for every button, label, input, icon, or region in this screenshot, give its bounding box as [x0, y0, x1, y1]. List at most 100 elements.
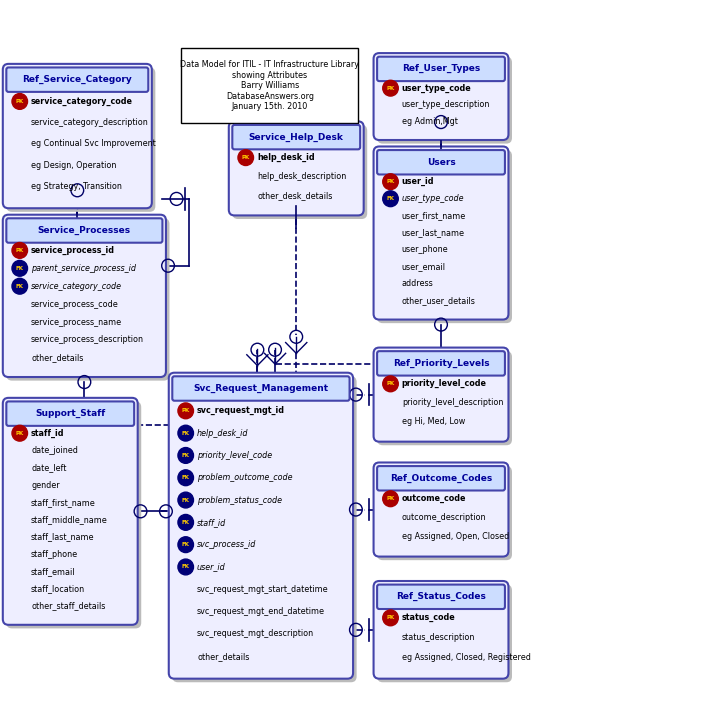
- Text: user_last_name: user_last_name: [402, 229, 465, 237]
- Text: status_code: status_code: [402, 614, 456, 622]
- FancyBboxPatch shape: [377, 351, 505, 376]
- Text: FK: FK: [182, 430, 190, 435]
- Text: Ref_Service_Category: Ref_Service_Category: [23, 75, 132, 84]
- Text: user_email: user_email: [402, 262, 446, 271]
- Circle shape: [178, 492, 194, 508]
- Text: status_description: status_description: [402, 633, 475, 642]
- Text: eg Hi, Med, Low: eg Hi, Med, Low: [402, 417, 465, 426]
- Text: PK: PK: [386, 615, 395, 620]
- Text: staff_email: staff_email: [31, 567, 76, 576]
- FancyBboxPatch shape: [377, 585, 512, 682]
- Text: svc_request_mgt_start_datetime: svc_request_mgt_start_datetime: [197, 585, 329, 594]
- Text: help_desk_id: help_desk_id: [257, 153, 315, 162]
- Text: Ref_Outcome_Codes: Ref_Outcome_Codes: [390, 474, 492, 483]
- Text: svc_process_id: svc_process_id: [197, 540, 257, 549]
- Text: help_desk_id: help_desk_id: [197, 429, 249, 438]
- FancyBboxPatch shape: [3, 64, 152, 208]
- Text: PK: PK: [16, 430, 24, 435]
- Text: eg Design, Operation: eg Design, Operation: [31, 161, 116, 169]
- Text: eg Assigned, Closed, Registered: eg Assigned, Closed, Registered: [402, 653, 531, 663]
- FancyBboxPatch shape: [6, 68, 155, 212]
- FancyBboxPatch shape: [377, 466, 505, 490]
- FancyBboxPatch shape: [3, 398, 138, 625]
- Text: service_category_code: service_category_code: [31, 97, 133, 106]
- Text: service_category_description: service_category_description: [31, 118, 149, 127]
- Text: outcome_code: outcome_code: [402, 494, 467, 503]
- FancyBboxPatch shape: [377, 150, 505, 174]
- Circle shape: [12, 425, 28, 441]
- Circle shape: [383, 174, 398, 190]
- Text: help_desk_description: help_desk_description: [257, 172, 346, 181]
- Text: Ref_Status_Codes: Ref_Status_Codes: [396, 592, 486, 601]
- Text: Svc_Request_Management: Svc_Request_Management: [194, 384, 328, 393]
- FancyBboxPatch shape: [6, 218, 169, 381]
- FancyBboxPatch shape: [172, 376, 350, 401]
- Text: user_type_code: user_type_code: [402, 84, 471, 93]
- Text: priority_level_description: priority_level_description: [402, 398, 503, 407]
- Text: service_process_id: service_process_id: [31, 246, 115, 255]
- Text: PK: PK: [386, 496, 395, 501]
- FancyBboxPatch shape: [6, 402, 134, 426]
- Circle shape: [178, 536, 194, 552]
- FancyBboxPatch shape: [3, 215, 166, 377]
- Text: staff_phone: staff_phone: [31, 549, 78, 559]
- Text: PK: PK: [182, 408, 190, 413]
- Circle shape: [383, 610, 398, 626]
- Text: svc_request_mgt_id: svc_request_mgt_id: [197, 406, 285, 415]
- Text: eg Strategy, Transition: eg Strategy, Transition: [31, 182, 122, 191]
- Text: svc_request_mgt_description: svc_request_mgt_description: [197, 629, 314, 638]
- Text: staff_id: staff_id: [197, 518, 226, 527]
- Text: FK: FK: [182, 497, 190, 503]
- Text: address: address: [402, 280, 434, 288]
- FancyBboxPatch shape: [233, 125, 360, 149]
- FancyBboxPatch shape: [169, 373, 353, 678]
- Circle shape: [12, 94, 28, 110]
- Text: staff_id: staff_id: [31, 429, 65, 438]
- Text: staff_location: staff_location: [31, 584, 85, 593]
- Circle shape: [383, 191, 398, 207]
- Text: FK: FK: [16, 266, 23, 271]
- Text: other_details: other_details: [197, 652, 250, 660]
- FancyBboxPatch shape: [377, 57, 505, 81]
- FancyBboxPatch shape: [6, 68, 148, 92]
- Text: other_staff_details: other_staff_details: [31, 601, 106, 611]
- FancyBboxPatch shape: [374, 462, 508, 557]
- Text: Ref_Priority_Levels: Ref_Priority_Levels: [393, 359, 489, 368]
- Circle shape: [178, 470, 194, 486]
- Circle shape: [12, 242, 28, 258]
- Text: staff_middle_name: staff_middle_name: [31, 515, 108, 524]
- Text: PK: PK: [386, 180, 395, 184]
- Text: other_desk_details: other_desk_details: [257, 191, 333, 200]
- Text: eg Assigned, Open, Closed: eg Assigned, Open, Closed: [402, 532, 509, 541]
- FancyBboxPatch shape: [374, 146, 508, 319]
- Text: service_process_description: service_process_description: [31, 335, 144, 345]
- Circle shape: [383, 491, 398, 507]
- Text: Users: Users: [427, 158, 455, 167]
- Text: service_category_code: service_category_code: [31, 282, 122, 291]
- Text: FK: FK: [386, 196, 394, 201]
- Text: user_id: user_id: [402, 177, 435, 186]
- Text: PK: PK: [386, 381, 395, 386]
- FancyBboxPatch shape: [6, 402, 141, 629]
- Text: service_process_code: service_process_code: [31, 300, 119, 309]
- FancyBboxPatch shape: [377, 57, 512, 143]
- FancyBboxPatch shape: [6, 218, 162, 243]
- Text: user_type_code: user_type_code: [402, 194, 464, 203]
- Text: PK: PK: [386, 86, 395, 91]
- Text: date_joined: date_joined: [31, 446, 78, 455]
- FancyBboxPatch shape: [182, 48, 358, 123]
- Text: svc_request_mgt_end_datetime: svc_request_mgt_end_datetime: [197, 607, 325, 616]
- Text: problem_status_code: problem_status_code: [197, 495, 282, 505]
- Text: problem_outcome_code: problem_outcome_code: [197, 473, 293, 482]
- Circle shape: [178, 425, 194, 441]
- Circle shape: [178, 448, 194, 464]
- Text: user_first_name: user_first_name: [402, 211, 466, 221]
- Circle shape: [12, 278, 28, 294]
- Text: staff_first_name: staff_first_name: [31, 498, 96, 507]
- Text: priority_level_code: priority_level_code: [402, 379, 487, 389]
- FancyBboxPatch shape: [172, 376, 357, 682]
- Text: PK: PK: [242, 155, 250, 160]
- Text: parent_service_process_id: parent_service_process_id: [31, 264, 136, 273]
- Text: PK: PK: [16, 248, 24, 253]
- Circle shape: [178, 515, 194, 530]
